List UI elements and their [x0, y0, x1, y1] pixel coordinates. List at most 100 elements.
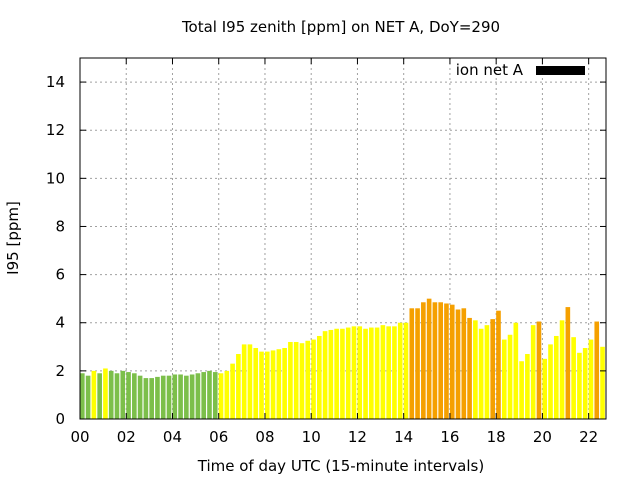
bar [178, 374, 183, 419]
bar [143, 378, 149, 419]
bar [600, 346, 605, 419]
bar [97, 373, 102, 419]
bar [519, 361, 524, 419]
x-tick-label: 18 [487, 428, 506, 446]
x-tick-label: 00 [70, 428, 89, 446]
bar [155, 376, 160, 419]
bar [582, 348, 588, 419]
bar [328, 329, 334, 419]
y-axis-label: I95 [ppm] [4, 201, 22, 275]
bar [380, 325, 386, 419]
y-tick-label: 14 [46, 73, 65, 91]
bar [241, 344, 247, 419]
legend: ion net A [456, 61, 585, 79]
bar [588, 339, 594, 419]
bar [311, 339, 316, 419]
bar [137, 375, 143, 419]
bar [369, 327, 374, 419]
x-tick-label: 10 [302, 428, 321, 446]
bar [409, 308, 415, 419]
bar [501, 339, 507, 419]
bar [253, 348, 259, 419]
bar [496, 310, 501, 419]
bar [276, 349, 282, 419]
bar [507, 334, 513, 419]
bar [571, 337, 576, 419]
bar [363, 328, 368, 419]
bar [449, 304, 455, 419]
bar [207, 370, 212, 419]
bar [305, 340, 311, 419]
bar [103, 368, 108, 419]
x-tick-label: 08 [255, 428, 274, 446]
bar [542, 358, 548, 419]
bar [218, 373, 224, 419]
bar [565, 307, 571, 419]
bar [415, 308, 420, 419]
y-tick-label: 8 [55, 217, 65, 235]
bar [577, 352, 582, 419]
bar [432, 302, 438, 419]
bar [536, 321, 542, 419]
bar [403, 322, 409, 419]
bar [80, 373, 85, 419]
x-axis-label: Time of day UTC (15-minute intervals) [197, 457, 484, 475]
bar [132, 373, 137, 419]
bar [195, 373, 201, 419]
bar [160, 375, 166, 419]
bar [548, 344, 553, 419]
bar [392, 326, 397, 419]
y-tick-label: 0 [55, 410, 65, 428]
bar [513, 322, 519, 419]
bar [484, 325, 490, 419]
bar [334, 328, 339, 419]
bar [201, 372, 207, 419]
bar [91, 370, 97, 419]
bar [386, 326, 391, 419]
bar [553, 335, 559, 419]
bar [478, 328, 484, 419]
bar [299, 343, 305, 419]
bar [426, 298, 432, 419]
x-tick-label: 06 [209, 428, 228, 446]
bar [293, 341, 299, 419]
bar [184, 375, 189, 419]
bar [455, 309, 461, 419]
bar [357, 326, 363, 419]
bar [461, 308, 467, 419]
legend-label: ion net A [456, 61, 524, 79]
bar [316, 335, 322, 419]
x-tick-label: 12 [348, 428, 367, 446]
y-tick-label: 12 [46, 121, 65, 139]
x-tick-label: 14 [394, 428, 413, 446]
bar [467, 317, 472, 419]
bar [236, 354, 241, 419]
chart-title: Total I95 zenith [ppm] on NET A, DoY=290 [181, 18, 500, 36]
bar [282, 348, 287, 419]
y-tick-label: 6 [55, 266, 65, 284]
x-tick-label: 22 [579, 428, 598, 446]
bar [351, 326, 357, 419]
bar [149, 378, 154, 419]
y-tick-label: 2 [55, 362, 65, 380]
legend-swatch [536, 66, 585, 75]
bar [397, 322, 403, 419]
bar [473, 320, 478, 419]
bar [340, 328, 345, 419]
y-tick-label: 10 [46, 169, 65, 187]
bar [85, 375, 91, 419]
x-tick-label: 16 [440, 428, 459, 446]
bar [108, 370, 114, 419]
bar [345, 327, 351, 419]
bar [490, 319, 496, 419]
bar [166, 375, 172, 419]
y-tick-label: 4 [55, 314, 65, 332]
bar [322, 331, 328, 419]
bar [438, 302, 443, 419]
bar [421, 302, 426, 419]
bar [126, 372, 131, 419]
bar [530, 325, 536, 419]
bar [120, 370, 126, 419]
